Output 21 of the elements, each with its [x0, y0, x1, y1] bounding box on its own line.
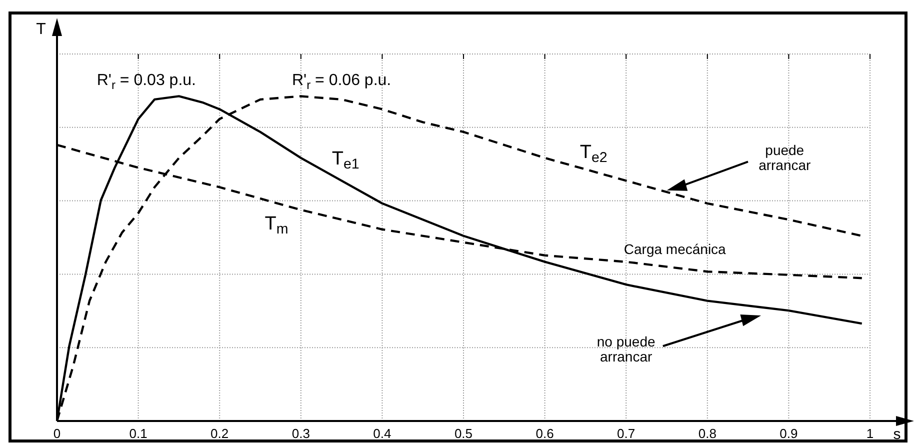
x-tick-label: 1 — [866, 426, 874, 441]
text: R'$_{r}$ = 0.03 p.u. — [96, 72, 196, 92]
x-tick-label: 0.1 — [129, 426, 148, 441]
x-tick-label: 0.7 — [617, 426, 636, 441]
series-label: T$_{e2}$ — [580, 142, 608, 166]
series-label: T$_{m}$ — [264, 213, 288, 238]
annotation: Carga mecánica — [624, 240, 726, 257]
x-tick-label: 0.5 — [454, 426, 473, 441]
annotation: puede arrancar — [758, 142, 812, 173]
annotation: no puede arrancar — [596, 334, 656, 365]
x-tick-label: 0 — [53, 426, 61, 441]
x-tick-label: 0.3 — [292, 426, 310, 441]
x-tick-label: 0.8 — [698, 426, 716, 441]
x-axis-title: s — [893, 426, 901, 443]
x-tick-label: 0.6 — [536, 426, 554, 441]
x-tick-label: 0.2 — [210, 426, 229, 441]
y-axis-title: T — [36, 21, 46, 38]
text: R'$_{r}$ = 0.06 p.u. — [292, 72, 392, 92]
x-tick-label: 0.9 — [780, 426, 798, 441]
series-label: T$_{e1}$ — [332, 148, 360, 173]
x-tick-label: 0.4 — [373, 426, 392, 441]
